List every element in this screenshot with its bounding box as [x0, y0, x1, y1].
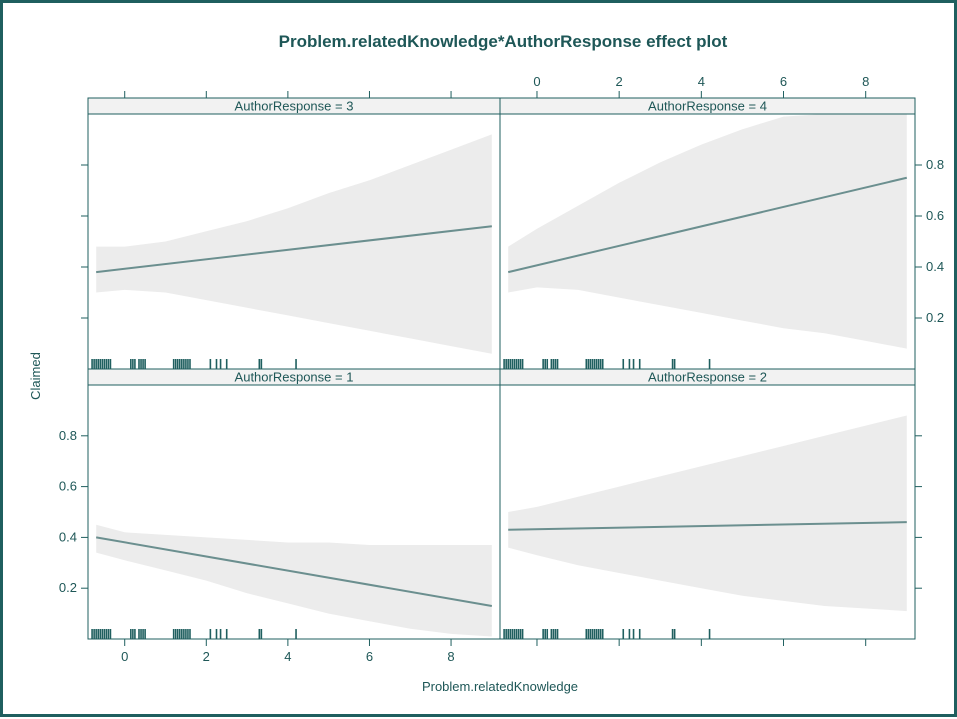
x-tick-label-top: 6	[780, 74, 787, 89]
panel-4: AuthorResponse = 2	[499, 368, 916, 640]
x-axis-label: Problem.relatedKnowledge	[422, 679, 578, 694]
panel-3: AuthorResponse = 1	[87, 368, 501, 640]
fitted-line	[508, 521, 907, 531]
y-tick-label-left: 0.4	[59, 529, 77, 544]
y-tick-label-left: 0.8	[59, 428, 77, 443]
x-tick-label-top: 2	[616, 74, 623, 89]
y-tick-label-left: 0.2	[59, 580, 77, 595]
y-tick-label-right: 0.4	[926, 259, 944, 274]
confidence-band	[96, 524, 492, 637]
y-tick-label-right: 0.6	[926, 208, 944, 223]
x-tick-label: 4	[284, 649, 291, 664]
panel-strip-label: AuthorResponse = 4	[648, 99, 767, 114]
confidence-band	[508, 415, 907, 612]
fitted-line	[96, 225, 492, 274]
panel-border	[499, 384, 916, 640]
axes-layer: 0 2 4 6 8 0 2 4 6 8 0.2 0.4 0.6 0.8 0.2 0.4 0.6 0.8	[59, 74, 944, 664]
y-axis-label: Claimed	[28, 352, 43, 400]
chart-title: Problem.relatedKnowledge*AuthorResponse …	[279, 32, 728, 51]
x-tick-label: 8	[447, 649, 454, 664]
x-tick-label: 2	[203, 649, 210, 664]
fitted-line	[507, 176, 908, 274]
x-tick-label: 6	[366, 649, 373, 664]
panel-strip-label: AuthorResponse = 3	[235, 99, 354, 114]
panel-2: AuthorResponse = 4	[499, 97, 916, 370]
panel-strip-label: AuthorResponse = 2	[648, 370, 767, 385]
confidence-band	[96, 134, 492, 354]
x-tick-label-top: 0	[533, 74, 540, 89]
confidence-band	[508, 114, 907, 349]
panels-layer: AuthorResponse = 3 AuthorResponse = 4 Auth…	[87, 97, 916, 640]
effect-plot: Problem.relatedKnowledge*AuthorResponse …	[28, 32, 944, 694]
x-tick-label-top: 8	[862, 74, 869, 89]
x-tick-label-top: 4	[698, 74, 705, 89]
fitted-line	[95, 536, 493, 607]
x-tick-label: 0	[121, 649, 128, 664]
panel-1: AuthorResponse = 3	[87, 97, 501, 370]
panel-strip-label: AuthorResponse = 1	[235, 370, 354, 385]
y-tick-label-right: 0.2	[926, 310, 944, 325]
y-tick-label-left: 0.6	[59, 479, 77, 494]
y-tick-label-right: 0.8	[926, 157, 944, 172]
